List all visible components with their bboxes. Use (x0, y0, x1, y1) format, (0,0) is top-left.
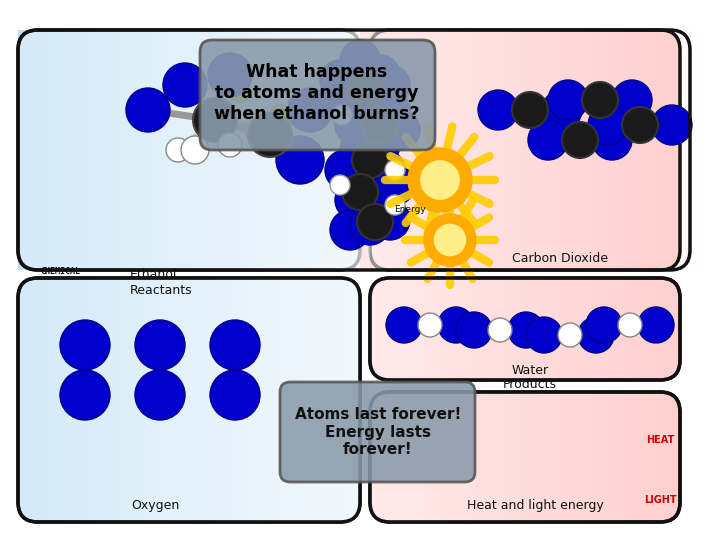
Circle shape (456, 312, 492, 348)
Circle shape (340, 130, 380, 170)
Circle shape (386, 307, 422, 343)
Circle shape (612, 80, 652, 120)
Circle shape (370, 200, 410, 240)
Circle shape (385, 160, 405, 180)
Text: LIGHT: LIGHT (644, 495, 676, 505)
Circle shape (330, 210, 370, 250)
Circle shape (362, 107, 398, 143)
Circle shape (558, 323, 582, 347)
Circle shape (60, 320, 110, 370)
Circle shape (592, 120, 632, 160)
Circle shape (375, 165, 415, 205)
Circle shape (163, 63, 207, 107)
Text: Reactants: Reactants (130, 284, 193, 296)
Circle shape (488, 318, 512, 342)
Circle shape (618, 313, 642, 337)
Circle shape (347, 72, 383, 108)
Circle shape (325, 150, 365, 190)
Circle shape (638, 307, 674, 343)
Circle shape (135, 370, 185, 420)
Circle shape (355, 100, 395, 140)
Text: Products: Products (503, 379, 557, 392)
Circle shape (588, 105, 628, 145)
Circle shape (508, 312, 544, 348)
Text: Carbon Dioxide: Carbon Dioxide (512, 252, 608, 265)
Circle shape (385, 195, 405, 215)
Circle shape (166, 138, 190, 162)
Circle shape (60, 370, 110, 420)
Circle shape (335, 105, 375, 145)
Circle shape (542, 90, 582, 130)
FancyBboxPatch shape (370, 278, 680, 380)
FancyBboxPatch shape (18, 30, 360, 270)
Circle shape (418, 313, 442, 337)
Circle shape (248, 113, 292, 157)
Text: Oxygen: Oxygen (131, 500, 179, 512)
Circle shape (340, 40, 380, 80)
Circle shape (230, 82, 250, 102)
Circle shape (478, 90, 518, 130)
Circle shape (330, 175, 350, 195)
Circle shape (245, 120, 265, 140)
Circle shape (562, 122, 598, 158)
Circle shape (332, 105, 352, 125)
Circle shape (582, 82, 618, 118)
Circle shape (365, 150, 405, 190)
Circle shape (135, 320, 185, 370)
Circle shape (370, 90, 410, 130)
Circle shape (360, 55, 400, 95)
Circle shape (526, 317, 562, 353)
Circle shape (548, 80, 588, 120)
Circle shape (434, 225, 466, 255)
Circle shape (335, 180, 375, 220)
Circle shape (408, 148, 472, 212)
FancyBboxPatch shape (280, 382, 475, 482)
Circle shape (270, 105, 290, 125)
Text: Atoms last forever!
Energy lasts
forever!: Atoms last forever! Energy lasts forever… (294, 407, 462, 457)
Circle shape (512, 92, 548, 128)
Circle shape (208, 53, 252, 97)
Circle shape (218, 133, 242, 157)
Circle shape (622, 107, 658, 143)
Circle shape (357, 204, 393, 240)
Circle shape (652, 105, 692, 145)
Circle shape (528, 120, 568, 160)
Circle shape (345, 160, 385, 200)
FancyBboxPatch shape (370, 30, 680, 270)
Text: Ethanol: Ethanol (130, 268, 177, 281)
FancyBboxPatch shape (200, 40, 435, 150)
Circle shape (578, 317, 614, 353)
Circle shape (438, 307, 474, 343)
FancyBboxPatch shape (370, 392, 680, 522)
Circle shape (420, 161, 459, 199)
Circle shape (181, 136, 209, 164)
Circle shape (210, 370, 260, 420)
Text: What happens
to atoms and energy
when ethanol burns?: What happens to atoms and energy when et… (215, 63, 420, 123)
Circle shape (288, 88, 332, 132)
Circle shape (126, 88, 170, 132)
Circle shape (276, 136, 324, 184)
Circle shape (193, 98, 237, 142)
Circle shape (586, 307, 622, 343)
Circle shape (342, 174, 378, 210)
Circle shape (350, 75, 390, 115)
Text: Water: Water (511, 363, 549, 376)
Text: CHEMICAL: CHEMICAL (40, 267, 80, 276)
Circle shape (350, 205, 390, 245)
Circle shape (355, 175, 395, 215)
FancyBboxPatch shape (18, 278, 360, 522)
Circle shape (352, 142, 388, 178)
Circle shape (360, 125, 400, 165)
Text: Energy: Energy (394, 206, 426, 214)
Circle shape (320, 60, 360, 100)
Circle shape (370, 65, 410, 105)
Circle shape (380, 110, 420, 150)
Circle shape (210, 320, 260, 370)
Text: HEAT: HEAT (646, 435, 674, 445)
Circle shape (424, 214, 476, 266)
Circle shape (330, 80, 370, 120)
Text: Heat and light energy: Heat and light energy (467, 500, 603, 512)
